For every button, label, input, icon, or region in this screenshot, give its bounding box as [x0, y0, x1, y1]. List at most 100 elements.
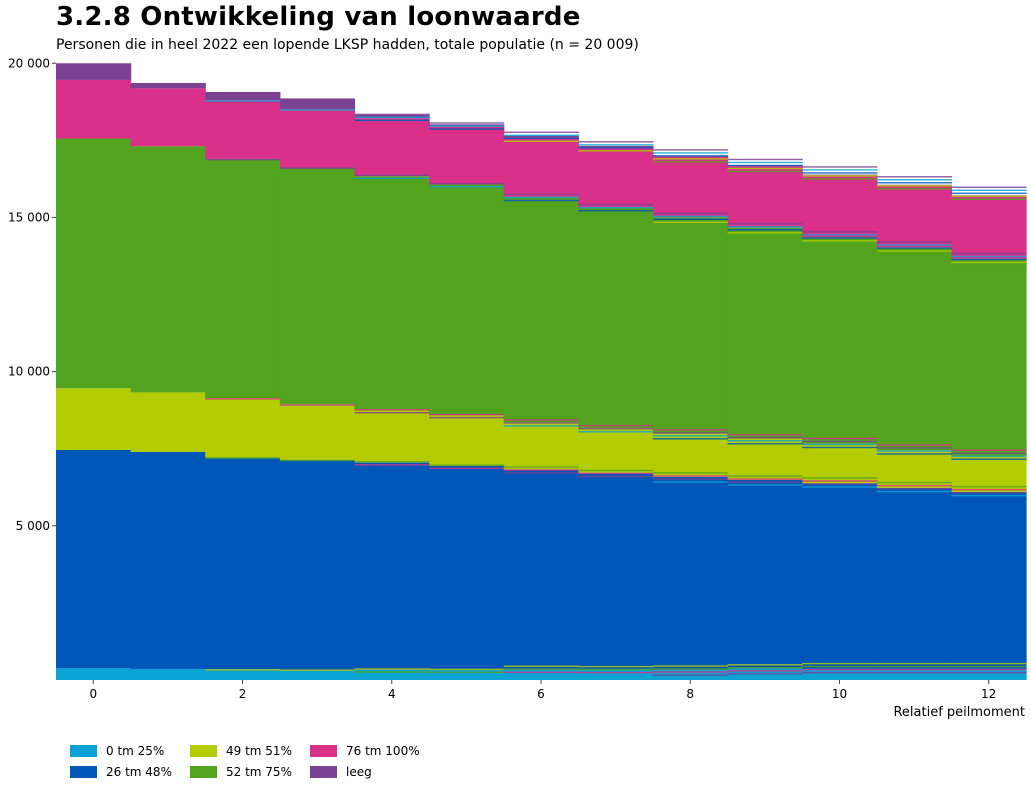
transition-stripe	[876, 456, 952, 458]
legend-item: leeg	[310, 761, 430, 782]
transition-stripe	[429, 128, 505, 130]
bar-26-tm-48--x6	[503, 469, 579, 669]
transition-stripe	[354, 174, 430, 177]
bar-0-tm-25--x2	[205, 669, 281, 680]
bar-52-tm-75--x2	[205, 158, 281, 399]
transition-stripe	[727, 472, 803, 474]
transition-stripe	[876, 481, 952, 484]
transition-stripe	[205, 395, 281, 397]
transition-stripe	[876, 441, 952, 443]
bar-76-tm-100--x5	[429, 126, 505, 185]
transition-stripe	[802, 662, 878, 665]
bar-leeg-x3	[279, 98, 356, 110]
transition-stripe	[429, 671, 505, 674]
transition-stripe	[578, 209, 654, 212]
transition-stripe	[652, 481, 729, 483]
bar-76-tm-100--x3	[279, 109, 356, 168]
transition-stripe	[652, 662, 729, 664]
transition-stripe	[802, 169, 878, 171]
bar-leeg-x10	[802, 174, 878, 176]
transition-stripe	[951, 446, 1027, 448]
transition-stripe	[652, 161, 729, 163]
data-bars	[56, 63, 1027, 680]
bar-52-tm-75--x6	[503, 196, 579, 423]
bar-52-tm-75--x5	[429, 184, 505, 416]
transition-stripe	[279, 456, 356, 459]
transition-stripe	[354, 405, 430, 408]
transition-stripe	[727, 431, 803, 433]
transition-stripe	[503, 425, 579, 427]
bar-52-tm-75--x10	[802, 237, 878, 444]
transition-stripe	[876, 253, 952, 255]
legend-label: 26 tm 48%	[106, 764, 172, 779]
transition-stripe	[354, 665, 430, 667]
transition-stripe	[951, 255, 1027, 258]
y-tick-label: 10 000	[8, 365, 50, 379]
transition-stripe	[951, 198, 1027, 200]
transition-stripe	[951, 482, 1027, 485]
transition-stripe	[802, 474, 878, 476]
transition-stripe	[578, 422, 654, 424]
transition-stripe	[429, 416, 505, 419]
bar-26-tm-48--x10	[802, 483, 878, 669]
transition-stripe	[727, 670, 803, 672]
bar-76-tm-100--x6	[503, 137, 579, 197]
transition-stripe	[652, 218, 729, 221]
transition-stripes	[130, 86, 1027, 677]
x-tick-label: 6	[537, 687, 545, 701]
transition-stripe	[951, 252, 1027, 255]
transition-stripe	[429, 668, 505, 671]
transition-stripe	[876, 179, 952, 181]
transition-stripe	[503, 419, 579, 421]
bar-leeg-x2	[205, 91, 281, 101]
y-tick-label: 15 000	[8, 210, 50, 224]
transition-stripe	[279, 669, 356, 671]
legend-label: leeg	[346, 764, 372, 779]
transition-stripe	[802, 172, 878, 174]
bar-leeg-x0	[56, 63, 132, 80]
transition-stripe	[802, 446, 878, 449]
bar-49-tm-51--x3	[279, 404, 356, 460]
legend-swatch	[190, 765, 217, 778]
bar-49-tm-51--x0	[56, 388, 132, 450]
transition-stripe	[951, 264, 1027, 267]
transition-stripe	[802, 178, 878, 180]
transition-stripe	[802, 231, 878, 233]
transition-stripe	[503, 193, 579, 196]
transition-stripe	[802, 228, 878, 230]
transition-stripe	[503, 469, 579, 471]
transition-stripe	[876, 668, 952, 671]
transition-stripe	[876, 247, 952, 249]
transition-stripe	[429, 179, 505, 182]
transition-stripe	[503, 199, 579, 202]
bar-76-tm-100--x11	[876, 185, 952, 248]
legend-label: 0 tm 25%	[106, 743, 165, 758]
bar-26-tm-48--x12	[951, 491, 1027, 669]
bar-49-tm-51--x7	[578, 428, 654, 473]
transition-stripe	[652, 438, 729, 440]
bar-0-tm-25--x11	[876, 668, 952, 680]
transition-stripe	[578, 472, 654, 475]
transition-stripe	[503, 196, 579, 199]
transition-stripe	[354, 116, 430, 119]
transition-stripe	[205, 100, 281, 102]
transition-stripe	[279, 109, 356, 111]
transition-stripe	[652, 432, 729, 434]
transition-stripe	[354, 458, 430, 460]
transition-stripe	[652, 158, 729, 160]
bar-52-tm-75--x8	[652, 217, 729, 434]
x-tick-label: 8	[686, 687, 694, 701]
transition-stripe	[205, 669, 281, 671]
transition-stripe	[727, 437, 803, 439]
transition-stripe	[429, 125, 505, 127]
transition-stripe	[951, 659, 1027, 662]
bar-49-tm-51--x6	[503, 422, 579, 470]
bar-0-tm-25--x4	[354, 669, 430, 680]
bar-52-tm-75--x0	[56, 138, 132, 389]
transition-stripe	[578, 469, 654, 472]
legend-item: 0 tm 25%	[70, 740, 190, 761]
transition-stripe	[205, 666, 281, 668]
transition-stripe	[503, 190, 579, 193]
transition-stripe	[802, 237, 878, 239]
transition-stripe	[951, 674, 1027, 677]
